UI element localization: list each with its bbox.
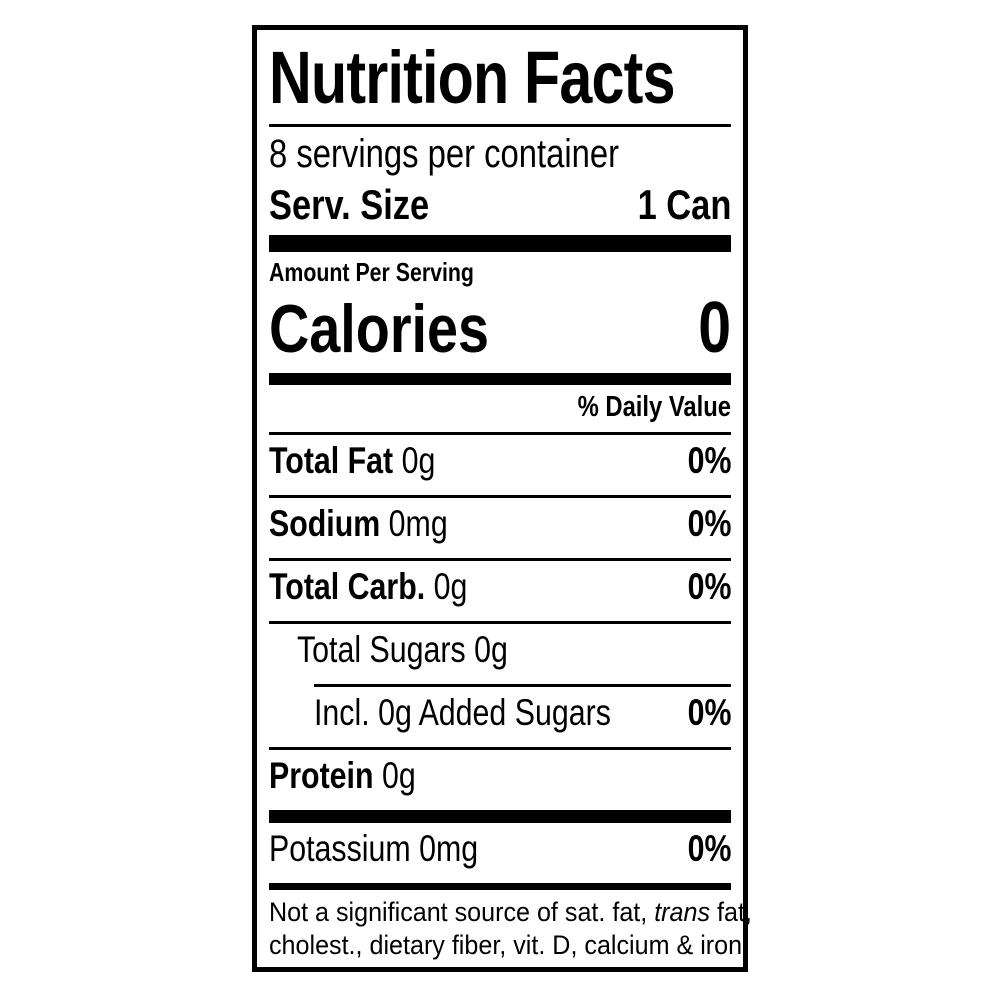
nutrient-name-protein: Protein <box>269 755 374 796</box>
row-divider-protein <box>269 747 731 750</box>
nutrient-percent-total-carb: 0% <box>687 566 731 607</box>
amount-per-serving-label: Amount Per Serving <box>269 252 731 289</box>
footnote-line2: cholest., dietary fiber, vit. D, calcium… <box>269 930 750 960</box>
nutrient-percent-added-sugars: 0% <box>687 692 731 733</box>
page-title: Nutrition Facts <box>269 36 731 124</box>
row-divider-sodium <box>269 495 731 498</box>
amount-per-serving-text: Amount Per Serving <box>269 257 474 287</box>
nutrient-amount-sodium: 0mg <box>388 503 448 544</box>
row-divider-total-fat <box>269 432 731 435</box>
row-divider-total-sugars <box>269 621 731 624</box>
nutrient-percent-potassium: 0% <box>687 828 731 869</box>
nutrient-row-potassium: Potassium 0mg 0% <box>269 823 731 883</box>
nutrient-name-total-sugars: Total Sugars 0g <box>297 629 508 670</box>
row-divider-total-carb <box>269 558 731 561</box>
nutrient-percent-sodium: 0% <box>687 503 731 544</box>
nutrient-amount-protein: 0g <box>381 755 416 796</box>
nutrient-row-total-carb: Total Carb. 0g 0% <box>269 561 731 621</box>
nutrient-amount-total-carb: 0g <box>433 566 468 607</box>
calories-separator <box>269 373 731 385</box>
calories-value: 0 <box>698 289 731 368</box>
nutrient-name-sodium: Sodium <box>269 503 381 544</box>
daily-value-header-text: % Daily Value <box>577 391 731 423</box>
nutrient-name-total-fat: Total Fat <box>269 440 394 481</box>
servings-per-container: 8 servings per container <box>269 127 731 181</box>
nutrient-row-total-sugars: Total Sugars 0g <box>269 624 731 684</box>
footnote-line1-part-a: Not a significant source of sat. fat, <box>269 897 655 927</box>
nutrient-percent-total-fat: 0% <box>687 440 731 481</box>
nutrient-row-protein: Protein 0g <box>269 750 731 810</box>
footnote: Not a significant source of sat. fat, tr… <box>269 890 752 962</box>
title-underline <box>269 124 731 127</box>
calories-label: Calories <box>269 291 490 367</box>
footnote-line1-italic: trans <box>654 897 711 927</box>
row-divider-added-sugars <box>314 684 731 687</box>
nutrient-row-sodium: Sodium 0mg 0% <box>269 498 731 558</box>
nutrient-name-potassium: Potassium <box>269 828 411 869</box>
calories-row: Calories 0 <box>269 289 731 373</box>
daily-value-header: % Daily Value <box>269 385 731 432</box>
nutrient-amount-total-fat: 0g <box>401 440 436 481</box>
thick-separator-bottom <box>269 810 731 823</box>
footnote-line1-part-b: fat, <box>710 897 752 927</box>
serving-size-label: Serv. Size <box>269 181 430 228</box>
nutrient-amount-potassium: 0mg <box>419 828 479 869</box>
serving-size-value: 1 Can <box>637 181 731 228</box>
nutrition-facts-panel: Nutrition Facts 8 servings per container… <box>252 25 752 972</box>
serving-size-row: Serv. Size 1 Can <box>269 181 731 235</box>
title-text: Nutrition Facts <box>269 36 676 119</box>
footnote-separator <box>269 883 731 890</box>
nutrient-row-added-sugars: Incl. 0g Added Sugars 0% <box>269 687 731 747</box>
nutrient-row-total-fat: Total Fat 0g 0% <box>269 435 731 495</box>
nutrient-name-added-sugars: Incl. 0g Added Sugars <box>314 692 611 733</box>
thick-separator-top <box>269 235 731 252</box>
nutrient-name-total-carb: Total Carb. <box>269 566 426 607</box>
servings-per-container-text: 8 servings per container <box>269 132 620 176</box>
